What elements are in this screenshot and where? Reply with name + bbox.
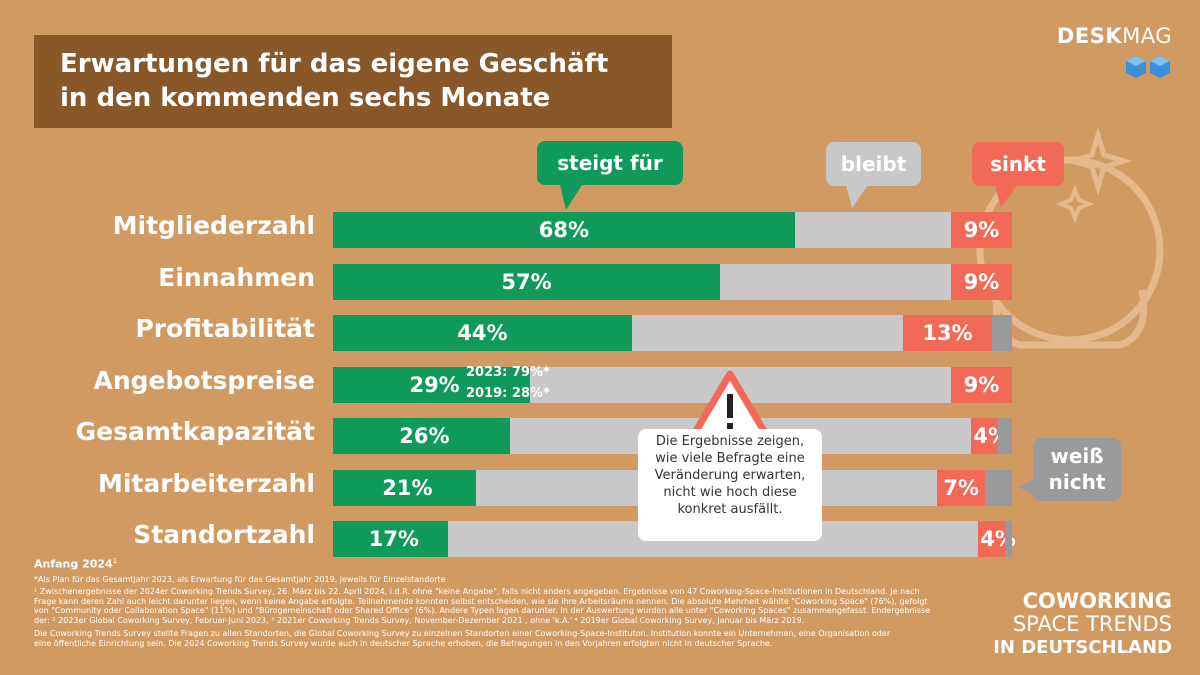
- legend-unknown: weiß nicht: [1033, 438, 1121, 501]
- bar-segment-increase: [333, 212, 795, 248]
- value-label-increase: 26%: [399, 424, 450, 448]
- bar-segment-decrease: [903, 315, 992, 351]
- value-label-decrease: 9%: [963, 372, 1000, 397]
- footnote-6: Die Coworking Trends Survey stellte Frag…: [34, 629, 891, 638]
- bar-segment-same: [631, 315, 904, 351]
- legend-unknown-line1: weiß: [1050, 444, 1104, 468]
- price-note-2019: 2019: 28%*: [466, 386, 550, 401]
- deskmag-cubes-icon: [1126, 56, 1170, 78]
- value-label-decrease: 9%: [963, 269, 1000, 294]
- legend-same-label: bleibt: [840, 152, 907, 176]
- bar-segment-decrease: [950, 366, 1012, 403]
- info-line-4: nicht wie hoch diese: [663, 485, 797, 500]
- category-label: Gesamtkapazität: [75, 417, 315, 446]
- category-label: Standortzahl: [133, 520, 315, 549]
- category-label: Mitgliederzahl: [112, 211, 315, 240]
- value-label-increase: 68%: [538, 218, 589, 242]
- bar-segment-increase: [333, 315, 632, 351]
- value-label-decrease: 9%: [963, 218, 1000, 242]
- bar-segment-same: [794, 212, 951, 248]
- footer-brand-1: COWORKING: [1022, 589, 1172, 613]
- footnote-heading: Anfang 20241: [34, 557, 117, 571]
- legend-decrease-label: sinkt: [990, 152, 1046, 176]
- legend-increase-label: steigt für: [557, 151, 663, 175]
- bar-segment-same: [720, 263, 951, 300]
- title-line-1: Erwartungen für das eigene Geschäft: [60, 49, 609, 79]
- footer-brand-2: SPACE TRENDS: [1012, 612, 1172, 636]
- title-line-2: in den kommenden sechs Monate: [60, 83, 551, 113]
- bar-segment-unknown: [998, 418, 1012, 454]
- bar-segment-increase: [333, 418, 510, 454]
- info-line-1: Die Ergebnisse zeigen,: [655, 434, 805, 449]
- value-label-increase: 44%: [457, 321, 508, 345]
- bar-segment-decrease: [971, 418, 999, 454]
- footnote-4: von "Community oder Collaboration Space"…: [34, 606, 931, 615]
- legend-same: bleibt: [826, 142, 921, 186]
- value-label-decrease: 13%: [922, 321, 973, 345]
- category-label: Einnahmen: [158, 262, 315, 292]
- bar-segment-unknown: [984, 469, 1012, 506]
- footnote-7: eine öffentliche Einrichtung sein. Die 2…: [34, 638, 773, 648]
- value-label-increase: 17%: [368, 527, 419, 551]
- value-label-decrease: 7%: [943, 475, 979, 500]
- category-label: Profitabilität: [135, 314, 315, 343]
- brand-part1: DESK: [1056, 24, 1123, 48]
- bar-segment-unknown: [1005, 521, 1012, 557]
- bar-segment-decrease: [950, 212, 1012, 248]
- footnote-5: der: ² 2023er Global Coworking Survey, F…: [34, 615, 805, 625]
- value-label-increase: 21%: [382, 475, 433, 500]
- footnote-heading-text: Anfang 2024: [34, 557, 113, 571]
- bar-segment-increase: [333, 263, 721, 300]
- bar-segment-decrease: [937, 469, 985, 506]
- bar-segment-decrease: [950, 263, 1012, 300]
- bar-segment-increase: [333, 366, 530, 403]
- bar-segment-increase: [333, 521, 449, 557]
- crystal-ball-icon: [976, 126, 1164, 349]
- legend-unknown-line2: nicht: [1048, 470, 1106, 494]
- info-box: Die Ergebnisse zeigen, wie viele Befragt…: [638, 429, 822, 541]
- brand-part2: MAG: [1122, 24, 1172, 48]
- info-line-2: wie viele Befragte eine: [655, 451, 805, 466]
- footnote-1: *Als Plan für das Gesamtjahr 2023, als E…: [34, 575, 446, 584]
- footnote-3: Frage kann deren Zahl auch leicht darunt…: [34, 596, 928, 606]
- legend-decrease: sinkt: [972, 142, 1064, 186]
- footnote-2: ¹ Zwischenergebnisse der 2024er Coworkin…: [34, 587, 920, 596]
- bar-segment-increase: [333, 469, 476, 506]
- footer-brand-3: IN DEUTSCHLAND: [993, 637, 1172, 658]
- bar-segment-unknown: [991, 315, 1012, 351]
- legend-increase: steigt für: [537, 141, 683, 185]
- title-box: Erwartungen für das eigene Geschäft in d…: [34, 35, 672, 128]
- info-line-5: konkret ausfällt.: [677, 502, 783, 517]
- price-note-2023: 2023: 79%*: [466, 365, 550, 380]
- value-label-increase: 57%: [501, 269, 552, 294]
- value-label-decrease: 4%: [980, 527, 1016, 551]
- bar-segment-decrease: [978, 521, 1006, 557]
- deskmag-logo-text: DESKMAG: [1057, 24, 1172, 48]
- footnote-heading-sup: 1: [112, 557, 118, 565]
- info-line-3: Veränderung erwarten,: [654, 468, 806, 483]
- category-label: Angebotspreise: [93, 365, 315, 395]
- value-label-increase: 29%: [409, 372, 460, 397]
- category-label: Mitarbeiterzahl: [97, 468, 315, 498]
